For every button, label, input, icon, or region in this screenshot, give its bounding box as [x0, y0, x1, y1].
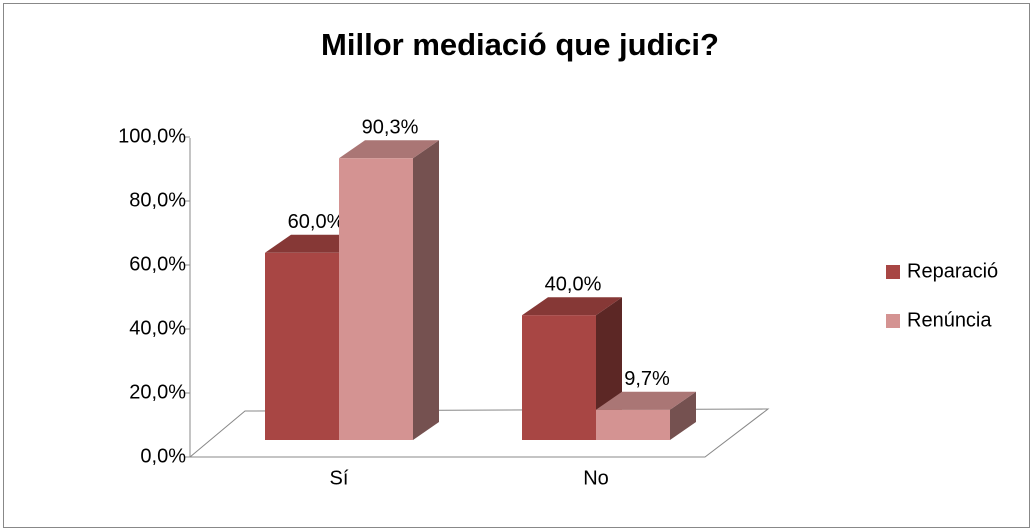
- legend-swatch: [886, 314, 900, 328]
- y-tick-label: 60,0%: [129, 253, 186, 275]
- legend-swatch: [886, 265, 900, 279]
- chart-frame: [3, 3, 1030, 528]
- x-tick-label: No: [583, 467, 609, 489]
- y-tick-label: 100,0%: [118, 125, 186, 147]
- bar: [522, 315, 596, 440]
- bar: [596, 409, 670, 440]
- bar-top: [339, 140, 439, 159]
- y-tick-label: 20,0%: [129, 381, 186, 403]
- x-tick-label: Sí: [330, 467, 349, 489]
- bar-side: [670, 391, 696, 440]
- y-tick-label: 0,0%: [140, 445, 186, 467]
- floor: [188, 408, 770, 458]
- bar: [339, 158, 413, 440]
- data-label: 60,0%: [288, 211, 345, 233]
- data-label: 90,3%: [362, 117, 419, 139]
- bar: [265, 252, 339, 440]
- bar-top: [596, 391, 696, 410]
- chart-title: Millor mediació que judici?: [321, 27, 719, 62]
- bar-top: [522, 297, 622, 316]
- y-tick-label: 40,0%: [129, 317, 186, 339]
- y-tick-label: 80,0%: [129, 189, 186, 211]
- legend-label: Reparació: [907, 260, 998, 282]
- legend-label: Renúncia: [907, 309, 992, 331]
- data-label: 40,0%: [545, 273, 602, 295]
- bar-side: [413, 140, 439, 440]
- data-label: 9,7%: [624, 368, 670, 390]
